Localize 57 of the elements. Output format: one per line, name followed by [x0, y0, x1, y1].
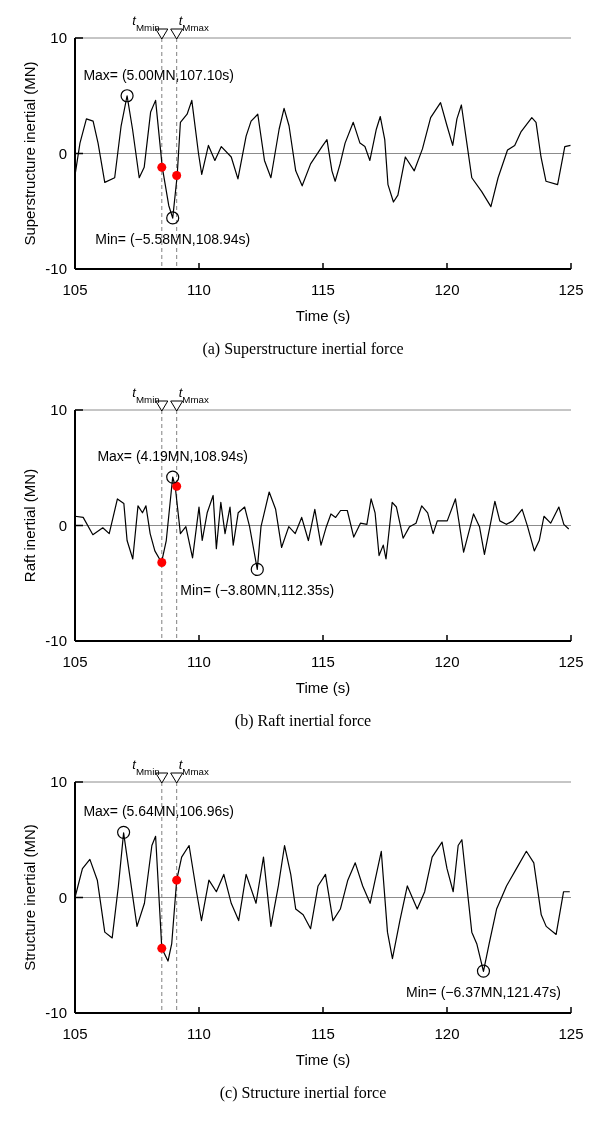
annotation: Max= (5.00MN,107.10s)	[83, 66, 234, 83]
y-axis-title: Superstructure inertial (MN)	[21, 61, 38, 246]
annotation: Min= (−3.80MN,112.35s)	[180, 582, 335, 599]
x-axis-title: Time (s)	[295, 1051, 351, 1068]
x-tick-label: 125	[558, 1025, 584, 1042]
y-tick-label: -10	[45, 632, 67, 650]
x-tick-label: 120	[434, 281, 460, 298]
ref-line-label: t$_{Mmin}$	[132, 757, 160, 777]
annotation: Min= (−5.58MN,108.94s)	[95, 230, 251, 247]
y-axis-title: Structure inertial (MN)	[21, 824, 38, 971]
point	[476, 964, 491, 978]
x-tick-label: 110	[187, 281, 211, 298]
x-tick-label: 125	[558, 281, 584, 298]
ref-line-label: t$_{Mmin}$	[132, 385, 160, 405]
point	[157, 162, 167, 172]
y-tick-label: 0	[58, 144, 67, 162]
x-tick-label: 115	[311, 653, 335, 670]
y-tick-label: -10	[45, 1004, 67, 1022]
annotation: Min= (−6.37MN,121.47s)	[406, 984, 561, 1001]
point	[120, 89, 134, 103]
point	[172, 875, 182, 885]
x-tick-label: 105	[62, 653, 88, 670]
y-tick-label: 10	[50, 29, 67, 47]
x-tick-label: 115	[311, 281, 335, 298]
x-tick-label: 110	[187, 1025, 211, 1042]
ref-line-label: t$_{Mmax}$	[178, 385, 209, 405]
point	[250, 562, 264, 576]
y-tick-label: 10	[50, 401, 67, 419]
y-tick-label: 0	[58, 516, 67, 534]
point	[172, 170, 182, 180]
ref-line-label: t$_{Mmax}$	[178, 13, 209, 33]
x-axis-title: Time (s)	[295, 307, 351, 324]
y-axis-title: Raft inertial (MN)	[21, 468, 38, 583]
point	[117, 825, 131, 839]
x-tick-label: 120	[434, 1025, 460, 1042]
x-tick-label: 125	[558, 653, 584, 670]
point	[166, 470, 180, 484]
x-axis-title: Time (s)	[295, 679, 351, 696]
annotation: Max= (5.64MN,106.96s)	[83, 803, 234, 820]
ref-line-label: t$_{Mmin}$	[132, 13, 160, 33]
text: (a) Superstructure inertial force	[202, 340, 404, 358]
y-tick-label: -10	[45, 260, 67, 278]
x-tick-label: 105	[62, 281, 88, 298]
point	[172, 481, 182, 491]
y-tick-label: 0	[58, 888, 67, 906]
point	[157, 943, 167, 953]
x-tick-label: 105	[62, 1025, 88, 1042]
text: (b) Raft inertial force	[234, 712, 372, 730]
point	[157, 557, 167, 567]
x-tick-label: 115	[311, 1025, 335, 1042]
y-tick-label: 10	[50, 773, 67, 791]
ref-line-label: t$_{Mmax}$	[178, 757, 209, 777]
point	[166, 211, 180, 225]
text: (c) Structure inertial force	[219, 1084, 387, 1102]
annotation: Max= (4.19MN,108.94s)	[97, 448, 248, 465]
x-tick-label: 120	[434, 653, 460, 670]
x-tick-label: 110	[187, 653, 211, 670]
